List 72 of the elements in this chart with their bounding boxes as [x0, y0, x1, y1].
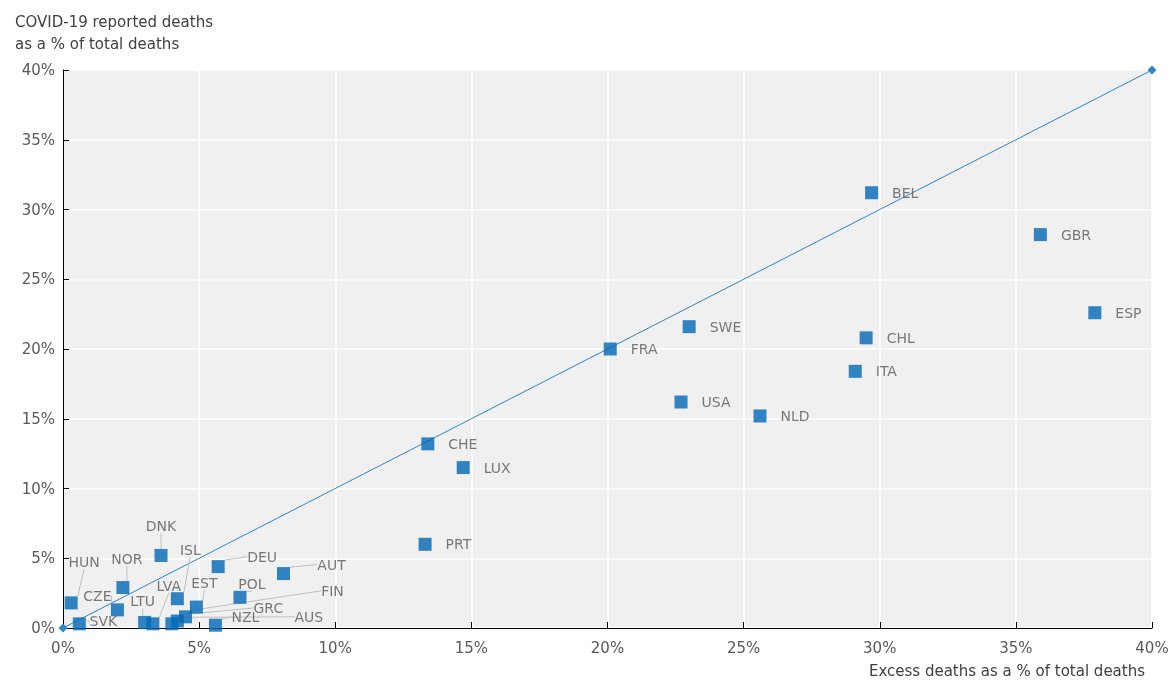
x-tick-label: 30%: [863, 638, 897, 657]
point: [848, 364, 862, 378]
data-label: ITA: [875, 363, 898, 380]
point: [421, 437, 435, 451]
x-tick-label: 10%: [318, 638, 352, 657]
x-tick-label: 5%: [187, 638, 212, 657]
x-tick-label: 15%: [454, 638, 489, 657]
y-tick-label: 10%: [21, 479, 55, 498]
data-label: HUN: [68, 553, 100, 570]
data-label: GBR: [1060, 226, 1092, 243]
data-label: AUS: [294, 608, 324, 625]
point: [116, 581, 130, 595]
data-label: EST: [191, 575, 218, 592]
y-tick-label: 0%: [31, 619, 55, 637]
point: [154, 548, 168, 562]
data-label: ESP: [1115, 304, 1142, 321]
x-tick-label: 0%: [51, 638, 75, 657]
point: [64, 596, 78, 610]
y-tick-label: 40%: [21, 61, 55, 79]
point: [189, 600, 203, 614]
data-label: DEU: [247, 548, 278, 565]
point: [110, 603, 124, 617]
data-label: NOR: [111, 550, 143, 567]
point: [170, 592, 184, 606]
point: [211, 560, 225, 574]
x-tick-label: 40%: [1135, 638, 1169, 657]
point: [1147, 65, 1157, 75]
point: [58, 623, 68, 633]
data-label: LTU: [130, 593, 156, 610]
x-axis-title: Excess deaths as a % of total deaths: [868, 661, 1146, 680]
data-label: LUX: [483, 459, 512, 476]
point: [674, 395, 688, 409]
y-tick-label: 20%: [21, 340, 55, 358]
data-label: SWE: [709, 318, 742, 335]
point: [859, 331, 873, 345]
point: [753, 409, 767, 423]
data-label: CZE: [83, 587, 112, 604]
data-label: CHE: [448, 435, 478, 452]
point: [208, 618, 222, 632]
x-tick-label: 25%: [726, 638, 761, 657]
data-label: LVA: [156, 577, 182, 594]
data-label: POL: [238, 576, 266, 593]
data-label: CHL: [886, 329, 915, 346]
y-tick-label: 25%: [21, 270, 55, 289]
y-tick-label: 5%: [31, 549, 55, 568]
y-tick-label: 30%: [21, 200, 55, 219]
x-tick-label: 20%: [590, 638, 625, 657]
point: [1088, 306, 1102, 320]
point: [456, 461, 470, 475]
point: [418, 537, 432, 551]
x-tick-label: 35%: [999, 638, 1033, 657]
point: [682, 320, 696, 334]
data-label: PRT: [445, 536, 472, 553]
point: [72, 617, 86, 631]
data-label: SVK: [89, 612, 118, 629]
data-label: USA: [701, 394, 731, 411]
point: [233, 590, 247, 604]
point: [146, 617, 160, 631]
point: [865, 186, 879, 200]
y-tick-label: 35%: [21, 130, 55, 149]
data-label: NLD: [780, 407, 810, 424]
data-label: FIN: [321, 582, 344, 599]
point: [1033, 228, 1047, 242]
y-axis-title: COVID-19 reported deaths as a % of total deaths: [15, 13, 214, 53]
y-tick-label: 15%: [21, 409, 55, 428]
point: [277, 567, 291, 581]
data-label: FRA: [630, 341, 658, 357]
data-label: AUT: [317, 556, 347, 573]
data-label: DNK: [145, 518, 178, 535]
point: [603, 342, 617, 356]
point: [165, 617, 179, 631]
data-label: ISL: [179, 541, 201, 558]
